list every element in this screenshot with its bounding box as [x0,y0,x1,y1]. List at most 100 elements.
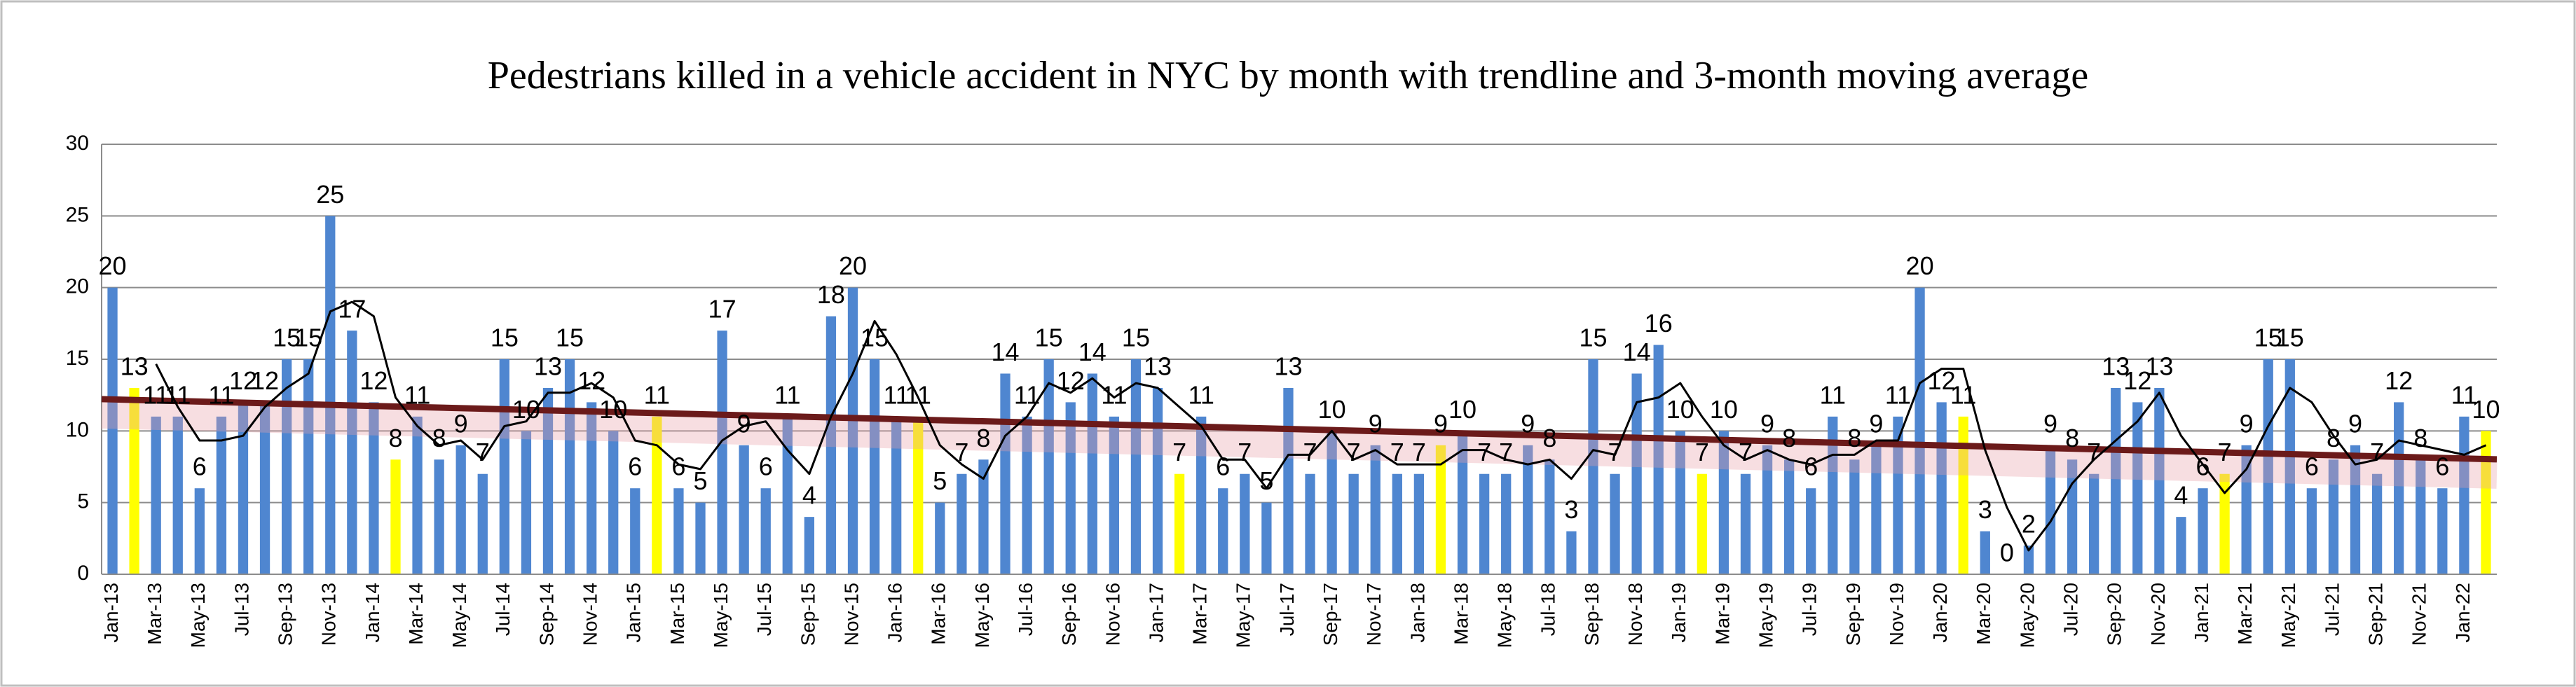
data-label: 6 [671,452,685,481]
bar [281,359,292,574]
data-label: 7 [1477,438,1491,466]
data-label: 11 [1950,380,1976,409]
data-label: 7 [954,438,968,466]
data-label: 11 [644,380,670,409]
data-label: 5 [933,466,947,495]
bar [2176,517,2186,574]
bar [2350,445,2361,574]
x-tick-label: Nov-21 [2409,583,2430,646]
bar [1653,345,1664,574]
x-tick-label: Jul-14 [492,583,514,636]
data-label: 13 [121,352,149,380]
data-label: 11 [2451,380,2477,409]
data-label: 15 [556,324,584,352]
x-tick-label: Nov-15 [840,583,862,646]
x-tick-label: Sep-18 [1581,583,1603,646]
data-label: 8 [2413,424,2427,452]
bar [1457,431,1468,574]
x-tick-label: May-18 [1494,583,1516,648]
x-tick-label: Jul-19 [1799,583,1821,636]
bar [499,359,509,574]
bar [1305,473,1315,574]
data-label: 25 [316,180,344,209]
data-label: 11 [905,380,931,409]
x-tick-label: Jan-18 [1406,583,1428,643]
bar [1806,488,1816,574]
x-tick-label: Sep-20 [2104,583,2125,646]
data-label: 7 [2087,438,2101,466]
data-label: 12 [1928,366,1956,395]
bar [1762,445,1773,574]
bar [2111,387,2121,574]
x-tick-label: Mar-19 [1711,583,1733,645]
bar [1610,473,1620,574]
data-label: 13 [2145,352,2173,380]
data-label: 7 [1608,438,1622,466]
bar [2306,488,2317,574]
bar [978,459,989,574]
data-label: 11 [883,380,909,409]
bar [1413,473,1425,574]
bar [194,488,205,574]
data-label: 17 [708,295,737,324]
bar [172,416,183,574]
data-label: 15 [273,324,301,352]
data-label: 14 [1078,338,1107,366]
bar [1914,287,1925,574]
bar [216,416,227,574]
x-tick-label: Jan-13 [100,583,122,643]
x-tick-label: Nov-19 [1886,583,1907,646]
data-label: 15 [491,324,519,352]
data-label: 10 [1448,395,1477,424]
data-label: 9 [1434,409,1448,438]
data-label: 15 [2276,324,2304,352]
data-label: 6 [193,452,207,481]
data-label: 6 [2305,452,2319,481]
x-tick-label: Jul-15 [753,583,775,636]
y-tick-label: 0 [77,562,89,585]
x-tick-label: Mar-14 [405,583,427,645]
bar [1370,445,1381,574]
data-label: 7 [1347,438,1361,466]
bar [1675,431,1685,574]
x-tick-label: Sep-13 [274,583,296,646]
x-tick-label: Nov-17 [1363,583,1385,646]
bar [1544,459,1555,574]
data-label: 15 [861,324,889,352]
data-label: 8 [976,424,990,452]
data-label: 7 [1172,438,1186,466]
bar [2459,416,2469,574]
data-label: 9 [1869,409,1883,438]
bar [2328,459,2339,574]
bar [1501,473,1512,574]
bar [2198,488,2208,574]
data-label: 8 [1782,424,1796,452]
data-label: 8 [432,424,446,452]
data-label: 20 [839,251,867,280]
y-tick-label: 5 [77,490,89,513]
y-tick-label: 15 [66,347,89,370]
x-tick-label: Sep-16 [1058,583,1080,646]
x-tick-label: May-16 [971,583,993,648]
bar [630,488,640,574]
bar [2132,402,2143,574]
bar [412,416,423,574]
y-tick-label: 30 [66,132,89,155]
x-tick-label: Nov-14 [579,583,601,646]
data-label: 12 [359,366,388,395]
bar [717,331,727,574]
data-label: 4 [802,481,816,510]
data-label: 6 [2196,452,2210,481]
data-label: 10 [1318,395,1346,424]
bar [2394,402,2404,574]
bar [1240,473,1250,574]
bar [151,416,161,574]
data-label: 9 [454,409,468,438]
bar [107,287,118,574]
bar [1130,359,1142,574]
bar [542,387,554,574]
data-label: 7 [1303,438,1317,466]
data-label: 20 [1906,251,1934,280]
data-label: 3 [1978,495,1992,524]
data-label: 8 [388,424,402,452]
